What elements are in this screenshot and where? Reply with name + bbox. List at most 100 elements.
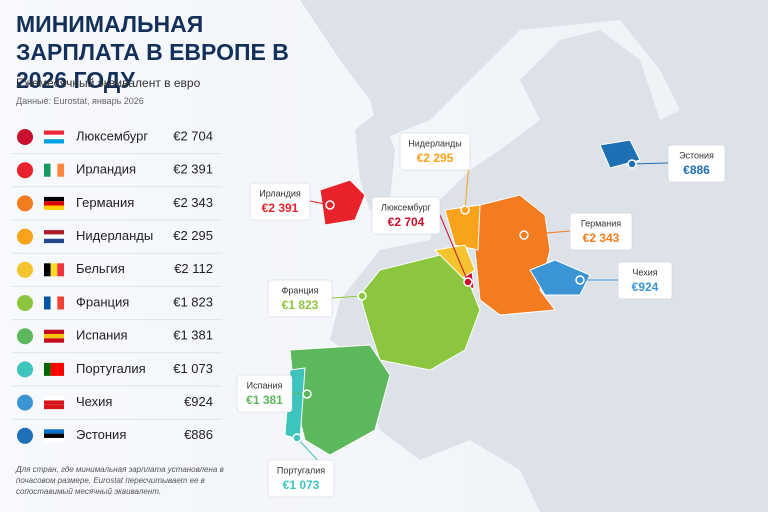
callout-dot <box>463 277 473 287</box>
flag-stripe <box>44 130 64 135</box>
country-shape <box>529 259 591 296</box>
flag-stripe <box>44 134 64 140</box>
source: Данные: Eurostat, январь 2026 <box>16 96 144 106</box>
callout-dot <box>627 159 637 169</box>
leader <box>439 214 469 283</box>
callout-box <box>236 374 293 413</box>
country-name: Чехия <box>76 394 112 409</box>
callout-value: €1 823 <box>282 298 319 312</box>
flag-stripe <box>50 163 58 177</box>
flag-stripe <box>57 163 64 177</box>
flag-stripe <box>44 338 64 343</box>
callout-name: Португалия <box>277 465 325 475</box>
flag-stripe <box>57 296 64 310</box>
flag-stripe <box>44 334 64 339</box>
flag-stripe <box>44 163 51 177</box>
country-name: Нидерланды <box>76 228 153 243</box>
country-name: Ирландия <box>76 162 136 177</box>
flag-stripe <box>44 238 64 244</box>
uk <box>355 110 395 210</box>
callout-dot <box>575 275 585 285</box>
subtitle: Ежемесячный эквивалент в евро <box>16 76 201 90</box>
dot <box>17 228 33 245</box>
title: МИНИМАЛЬНАЯ ЗАРПЛАТА В ЕВРОПЕ В 2026 ГОД… <box>16 11 289 93</box>
footnote: Для стран, где минимальная зарплата уста… <box>16 465 224 496</box>
leader <box>523 230 571 236</box>
callout-box <box>267 459 335 498</box>
flag-stripe <box>50 263 58 277</box>
callout-value: €924 <box>632 280 659 294</box>
flag-stripe <box>44 139 64 144</box>
callout-dot <box>519 230 529 240</box>
country-shape <box>319 179 366 226</box>
country-value: €2 391 <box>173 162 213 177</box>
dot <box>17 328 33 345</box>
callout-name: Ирландия <box>259 188 301 198</box>
callout-name: Испания <box>247 380 283 390</box>
flag-stripe <box>44 396 64 401</box>
callout-name: Германия <box>581 218 621 228</box>
callout-name: Люксембург <box>381 202 432 212</box>
callout-dot <box>357 291 367 301</box>
callout-value: €1 381 <box>246 393 283 407</box>
flag-stripe <box>57 263 64 277</box>
callout-value: €2 295 <box>417 151 454 165</box>
country-value: €1 381 <box>173 328 213 343</box>
callout-box <box>617 261 673 300</box>
dot <box>17 394 33 411</box>
country-value: €2 112 <box>174 261 213 276</box>
dot <box>17 195 33 212</box>
flag-stripe <box>44 404 64 410</box>
dot <box>17 261 33 278</box>
country-value: €1 073 <box>173 361 213 376</box>
callout-value: €1 073 <box>283 478 320 492</box>
callout-value: €886 <box>683 163 710 177</box>
dot <box>17 427 33 444</box>
flag-stripe <box>44 400 64 405</box>
country-name: Испания <box>76 328 128 343</box>
flag-stripe <box>44 205 64 210</box>
country-name: Люксембург <box>76 128 148 143</box>
callout-box <box>249 182 311 221</box>
flag-stripe <box>44 263 51 277</box>
flag-stripe <box>57 362 64 376</box>
callout-box <box>371 196 441 235</box>
flag-stripe <box>50 296 58 310</box>
dot <box>17 129 33 145</box>
country-name: Эстония <box>76 427 126 442</box>
country-value: €1 823 <box>173 294 213 309</box>
country-value: €2 295 <box>173 228 213 243</box>
country-value: €924 <box>184 394 213 409</box>
country-name: Бельгия <box>76 261 125 276</box>
country-name: Германия <box>76 195 134 210</box>
callout-box <box>399 132 471 171</box>
country-value: €2 343 <box>173 195 213 210</box>
callout-name: Франция <box>282 285 319 295</box>
callout-value: €2 704 <box>388 215 425 229</box>
flag-stripe <box>44 296 51 310</box>
flag-stripe <box>44 437 64 443</box>
country-shape <box>289 344 391 456</box>
flag-stripe <box>44 234 64 239</box>
flag-stripe <box>44 429 64 434</box>
flag-stripe <box>44 201 64 206</box>
leader <box>331 295 363 299</box>
flag-stripe <box>44 433 64 438</box>
country-value: €886 <box>184 427 213 442</box>
callout-dot <box>325 200 335 210</box>
callout-dot <box>302 389 312 399</box>
callout-dot <box>292 433 302 443</box>
flag-stripe <box>44 362 51 376</box>
callout-box <box>569 212 633 251</box>
callout-dot <box>460 205 470 215</box>
callout-box <box>667 144 726 183</box>
callout-name: Эстония <box>679 150 714 160</box>
flag-stripe <box>44 329 64 335</box>
country-value: €2 704 <box>173 128 213 143</box>
dot <box>17 162 33 179</box>
callout-value: €2 343 <box>583 231 620 245</box>
dot <box>17 295 33 311</box>
country-name: Франция <box>76 294 129 309</box>
